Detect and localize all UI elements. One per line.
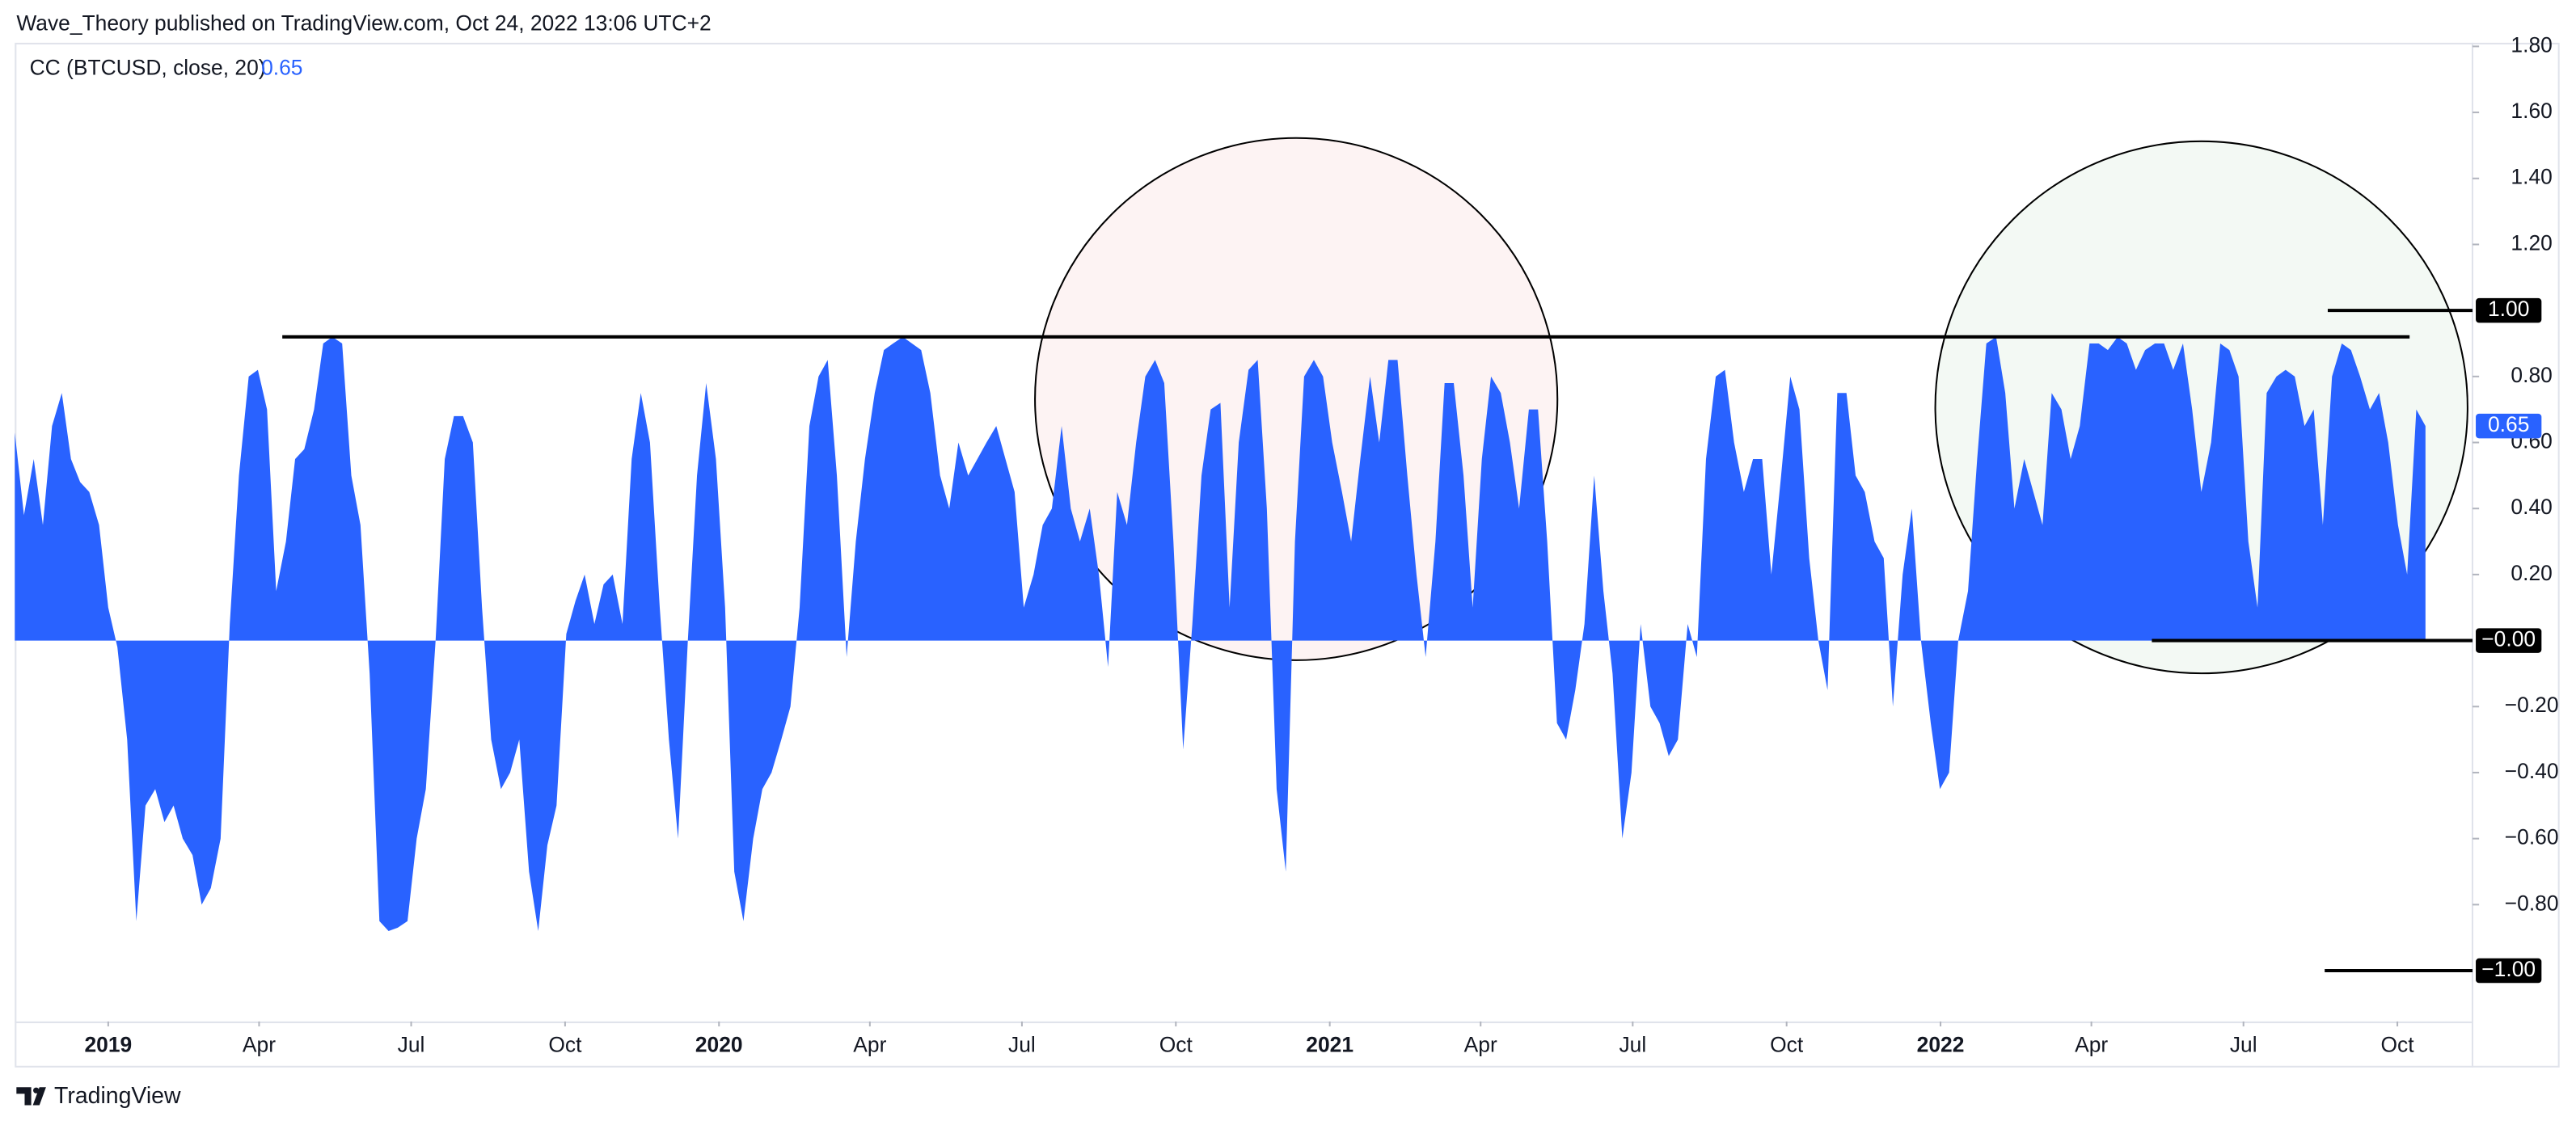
y-tick-label: 0.20: [2511, 561, 2552, 585]
x-tick-label: Apr: [243, 1032, 276, 1056]
x-tick-label: Apr: [1464, 1032, 1497, 1056]
x-tick-label: Apr: [853, 1032, 886, 1056]
x-tick-label: Oct: [548, 1032, 582, 1056]
x-tick-label: Oct: [2381, 1032, 2415, 1056]
x-tick-label: 2022: [1917, 1032, 1965, 1056]
footer: TradingView: [54, 1083, 181, 1109]
area: [15, 336, 2426, 932]
y-tick-label: −0.40: [2505, 759, 2559, 783]
last-value-badge: [2476, 413, 2542, 439]
plot: [15, 336, 2426, 932]
price-badge-label: −0.00: [2481, 627, 2536, 651]
x-tick-label: Apr: [2075, 1032, 2108, 1056]
x-tick-label: Jul: [398, 1032, 425, 1056]
y-tick-label: −0.20: [2505, 693, 2559, 717]
x-tick-label: Jul: [1619, 1032, 1646, 1056]
logo: [16, 1087, 46, 1106]
y-tick-label: −0.80: [2505, 891, 2559, 915]
y-tick-label: 0.80: [2511, 363, 2552, 387]
y-tick-label: −0.60: [2505, 825, 2559, 849]
y-tick-label: 1.80: [2511, 32, 2552, 57]
x-tick-label: 2019: [84, 1032, 132, 1056]
last-value-label: 0.65: [2488, 412, 2529, 436]
y-tick-label: 1.60: [2511, 99, 2552, 123]
legend-value: 0.65: [261, 55, 302, 79]
y-tick-label: 1.20: [2511, 230, 2552, 255]
x-tick-label: Jul: [2230, 1032, 2257, 1056]
x-tick-label: Oct: [1770, 1032, 1804, 1056]
y-tick-label: 1.40: [2511, 165, 2552, 189]
overlay: 2019 Apr Jul Oct 2020 Apr Jul Oct 2021 Apr Jul Oct 2…: [84, 32, 2558, 1056]
price-badge: [2476, 297, 2542, 323]
logo-dot: [33, 1087, 40, 1093]
x-tick-label: Jul: [1008, 1032, 1036, 1056]
price-badge-label: 1.00: [2488, 297, 2529, 321]
price-badge: [2476, 628, 2542, 653]
price-badge: [2476, 958, 2542, 984]
x-tick-label: 2020: [695, 1032, 743, 1056]
price-badge-label: −1.00: [2481, 957, 2536, 981]
header: Wave_Theory published on TradingView.com…: [16, 11, 711, 36]
y-tick-label: 0.40: [2511, 495, 2552, 519]
x-tick-label: Oct: [1159, 1032, 1193, 1056]
legend-title: CC (BTCUSD, close, 20): [30, 55, 266, 79]
x-tick-label: 2021: [1306, 1032, 1353, 1056]
